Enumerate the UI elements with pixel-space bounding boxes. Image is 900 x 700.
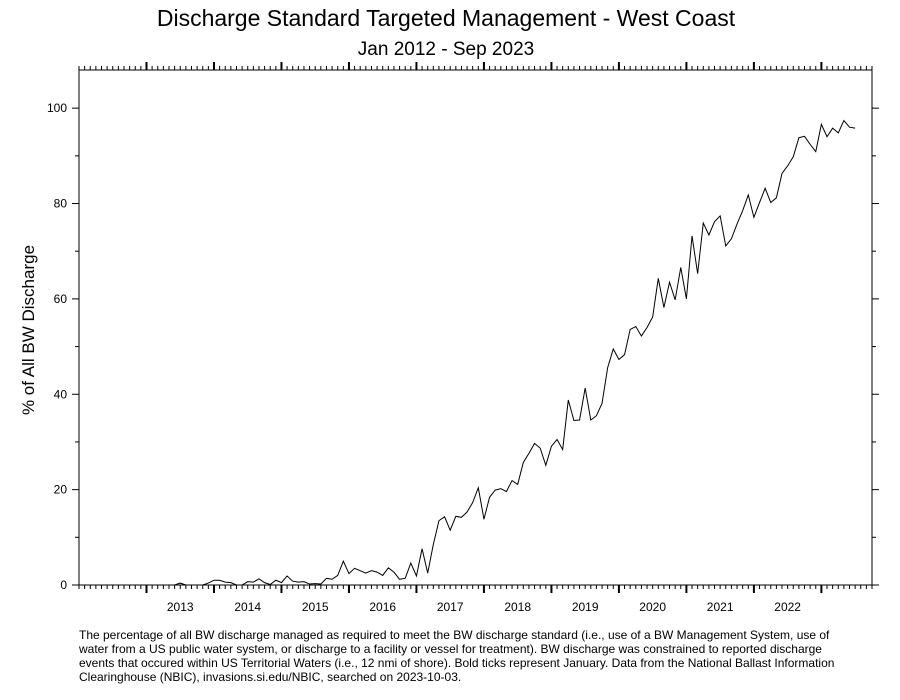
- x-tick-labels: 2013 2014 2015 2016 2017 2018 2019 2020 2021 2022: [167, 600, 801, 614]
- chart-subtitle: Jan 2012 - Sep 2023: [358, 39, 534, 60]
- plot-frame: [78, 69, 873, 586]
- x-tick-label: 2020: [639, 600, 666, 614]
- x-tick-label: 2014: [234, 600, 261, 614]
- y-tick-label: 80: [54, 197, 68, 211]
- y-tick-label: 100: [47, 101, 67, 115]
- x-tick-label: 2013: [167, 600, 194, 614]
- y-tick-labels: 0 20 40 60 80 100: [47, 101, 67, 592]
- x-tick-label: 2015: [302, 600, 329, 614]
- x-tick-label: 2018: [504, 600, 531, 614]
- y-axis-label: % of All BW Discharge: [19, 245, 38, 415]
- y-tick-label: 20: [54, 483, 68, 497]
- series-line: [79, 119, 856, 586]
- chart-caption: The percentage of all BW discharge manag…: [79, 628, 835, 684]
- y-tick-label: 40: [54, 387, 68, 401]
- chart-title: Discharge Standard Targeted Management -…: [157, 5, 736, 31]
- y-tick-label: 0: [60, 578, 67, 592]
- x-tick-label: 2016: [369, 600, 396, 614]
- axis-ticks: [72, 62, 879, 593]
- x-tick-label: 2021: [707, 600, 734, 614]
- x-tick-label: 2022: [774, 600, 801, 614]
- x-tick-label: 2019: [572, 600, 599, 614]
- x-tick-label: 2017: [437, 600, 464, 614]
- y-tick-label: 60: [54, 292, 68, 306]
